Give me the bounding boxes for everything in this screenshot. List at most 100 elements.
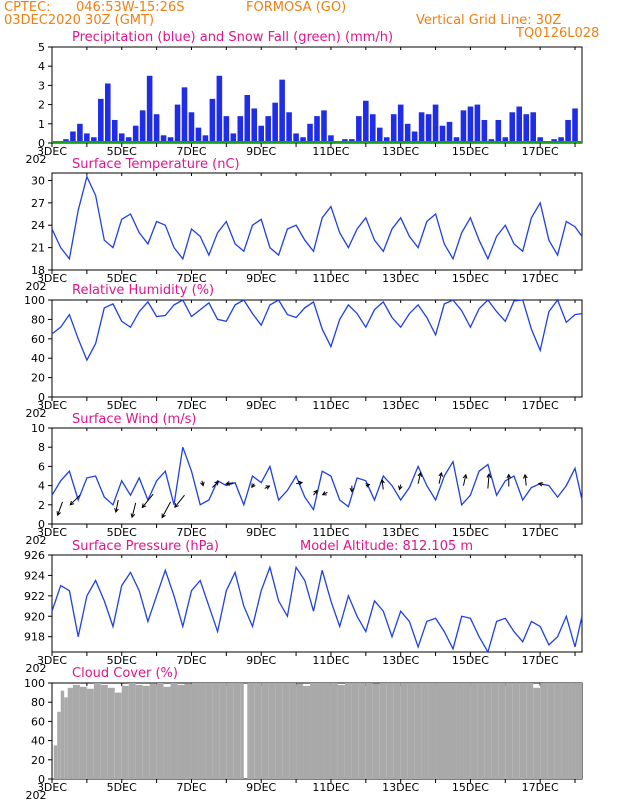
cloud-bar: [93, 683, 101, 779]
cloud-bar: [484, 683, 492, 779]
precip-bar: [523, 114, 529, 143]
x-tick-label: 7DEC: [176, 399, 206, 412]
precip-bar: [537, 137, 543, 143]
cloud-bar: [477, 683, 485, 779]
precip-bar: [265, 116, 271, 143]
precip-bar: [188, 112, 195, 143]
precip-bar: [558, 137, 564, 143]
x-tick-label: 9DEC: [246, 781, 276, 794]
cloud-bar: [561, 683, 569, 779]
cloud-bar: [198, 683, 206, 779]
cloud-bar: [400, 683, 408, 779]
source-label: CPTEC:: [4, 0, 51, 15]
y-tick-label: 0: [38, 391, 45, 404]
y-tick-label: 80: [31, 313, 45, 326]
wind-arrow-head: [161, 513, 166, 519]
cloud-panel: 0 20 40 60 80 100 3DEC 5DEC 7DEC 9DEC 11DEC 13DEC 15…: [24, 677, 583, 800]
y-tick-label: 1: [38, 118, 45, 131]
cloud-bar: [100, 684, 108, 779]
wind-arrow: [226, 482, 234, 485]
precip-bar: [286, 112, 292, 143]
y-tick-label: 60: [31, 333, 45, 346]
y-tick-label: 20: [31, 754, 45, 767]
cloud-bar: [170, 683, 178, 779]
precip-bar: [474, 104, 481, 143]
x-corner-label: 202: [26, 407, 47, 420]
precip-bar: [174, 104, 181, 143]
x-tick-label: 7DEC: [176, 654, 206, 667]
date-label: 03DEC2020 30Z (GMT): [4, 13, 154, 28]
x-tick-label: 11DEC: [312, 526, 349, 539]
precip-bar: [105, 83, 111, 143]
cloud-bar: [226, 683, 234, 779]
cloud-bar: [554, 683, 562, 779]
x-tick-label: 9DEC: [246, 654, 276, 667]
precip-bar: [251, 108, 258, 143]
precip-bar: [425, 114, 432, 143]
precip-bar: [446, 121, 453, 143]
wind-arrow-head: [251, 483, 256, 489]
precip-bar: [411, 131, 418, 143]
precip-bar: [209, 98, 216, 143]
series-line: [51, 298, 583, 362]
wind-arrow-head: [225, 481, 231, 486]
cloud-bar: [498, 683, 506, 779]
y-tick-label: 24: [31, 219, 45, 232]
x-tick-label: 15DEC: [452, 654, 489, 667]
wind-arrow: [115, 499, 119, 513]
wind-arrow-head: [56, 511, 61, 517]
precip-bar: [370, 114, 376, 143]
precip-bar: [390, 114, 397, 143]
cloud-bar: [463, 683, 471, 779]
x-tick-label: 3DEC: [37, 272, 67, 285]
precip-bar: [404, 123, 411, 143]
cloud-bar: [149, 683, 157, 779]
wind-arrow: [69, 494, 81, 506]
wind-arrow-head: [313, 489, 318, 495]
cloud-bar: [372, 683, 380, 779]
precip-bar: [328, 135, 334, 143]
cloud-bar: [156, 683, 164, 779]
precip-bar: [530, 112, 536, 143]
cloud-bar: [317, 683, 324, 779]
cloud-bar: [60, 690, 65, 779]
precip-bar: [91, 137, 97, 143]
cloud-bar: [407, 683, 415, 779]
cloud-bar: [128, 683, 136, 779]
coords-label: 046:53W-15:26S: [76, 0, 184, 15]
precipitation-panel: 0 1 2 3 4 5 3DEC 5DEC 7DEC 9DEC 11DEC 13DEC 15DEC 17D…: [26, 41, 583, 166]
precip-bar: [230, 133, 237, 143]
wind-arrow-head: [537, 481, 543, 487]
wind-arrow: [141, 493, 154, 508]
x-tick-label: 9DEC: [246, 526, 276, 539]
y-tick-label: 30: [31, 174, 45, 187]
x-tick-label: 13DEC: [382, 145, 419, 158]
precip-bar: [356, 116, 362, 143]
x-tick-label: 15DEC: [452, 399, 489, 412]
precip-bar: [132, 125, 139, 143]
precip-bar: [397, 104, 404, 143]
x-tick-label: 15DEC: [452, 526, 489, 539]
precip-bar: [363, 100, 369, 143]
temperature-panel: 18 21 24 27 30 3DEC 5DEC 7DEC 9DEC 11DEC 13DEC 15DE…: [26, 172, 583, 293]
y-tick-label: 27: [31, 197, 45, 210]
x-tick-label: 13DEC: [382, 272, 419, 285]
x-tick-label: 3DEC: [37, 526, 67, 539]
wind-arrow-head: [349, 487, 355, 493]
wind-arrow-head: [69, 500, 75, 506]
wind-arrow-head: [486, 473, 492, 478]
cloud-bar: [121, 685, 129, 779]
x-tick-label: 17DEC: [522, 526, 559, 539]
wind-arrow: [487, 474, 490, 489]
y-tick-label: 8: [38, 441, 45, 454]
y-tick-label: 5: [38, 41, 45, 54]
precip-bar: [307, 123, 313, 143]
x-tick-label: 3DEC: [37, 781, 67, 794]
x-tick-label: 3DEC: [37, 399, 67, 412]
precip-bar: [77, 123, 83, 143]
y-tick-label: 4: [38, 60, 45, 73]
cloud-bar: [526, 683, 534, 779]
x-tick-label: 5DEC: [107, 145, 137, 158]
cloud-bar: [79, 686, 87, 779]
wind-arrow: [57, 501, 63, 516]
